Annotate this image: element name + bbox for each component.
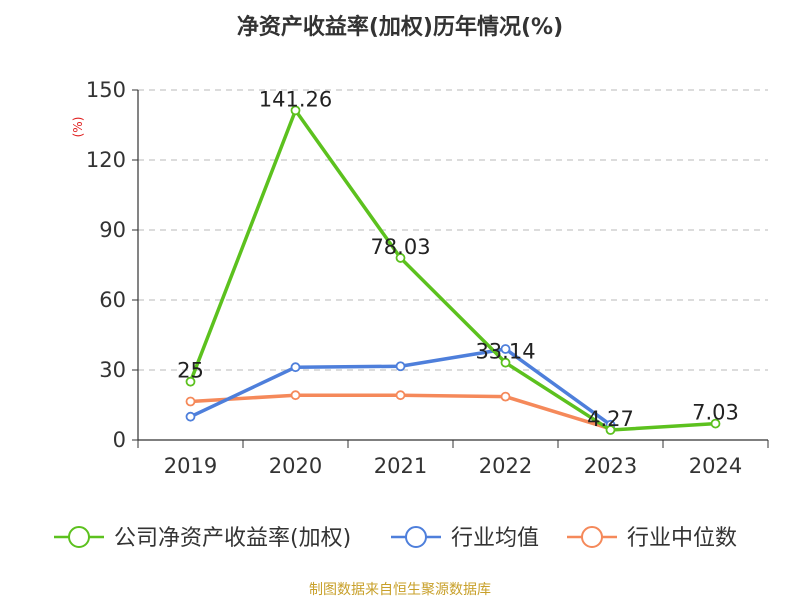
series-line (189, 347, 612, 427)
data-point (500, 357, 511, 368)
data-point (500, 391, 511, 402)
x-tick-label: 2022 (479, 454, 532, 478)
y-tick-label: 30 (99, 358, 126, 382)
source-note: 制图数据来自恒生聚源数据库 (309, 582, 491, 598)
legend-label: 行业均值 (451, 526, 539, 551)
y-tick-label: 120 (86, 148, 126, 172)
grid-lines (138, 89, 768, 371)
legend-item[interactable]: 公司净资产收益率(加权) (54, 526, 351, 551)
data-point (185, 396, 196, 407)
legend: 公司净资产收益率(加权) 行业均值 行业中位数 (54, 526, 737, 551)
data-point (185, 376, 196, 387)
legend-marker (68, 526, 90, 548)
data-point (185, 411, 196, 422)
data-point (290, 362, 301, 373)
y-tick-label: 150 (86, 78, 126, 102)
series-line (190, 393, 612, 431)
series-layer (185, 105, 721, 435)
data-label: 7.03 (692, 401, 739, 425)
axes: 0 30 60 90 120 150 2019 2020 2021 2022 2023 2024 (86, 78, 769, 478)
data-label: 25 (177, 359, 204, 383)
x-tick-label: 2023 (584, 454, 637, 478)
data-labels: 25 141.26 78.03 33.14 4.27 7.03 (177, 87, 739, 431)
data-point (710, 418, 721, 429)
x-tick-label: 2019 (164, 454, 217, 478)
legend-item[interactable]: 行业均值 (391, 526, 539, 551)
series-line (188, 108, 716, 432)
data-point (395, 390, 406, 401)
data-label: 141.26 (259, 87, 332, 111)
data-label: 33.14 (475, 340, 535, 364)
chart-title: 净资产收益率(加权)历年情况(%) (237, 14, 563, 40)
series-1 (185, 344, 616, 430)
series-2 (185, 390, 616, 434)
data-point (290, 390, 301, 401)
y-tick-label: 60 (99, 288, 126, 312)
series-0 (185, 105, 721, 435)
legend-item[interactable]: 行业中位数 (567, 526, 737, 551)
y-axis-label: (%) (71, 117, 85, 138)
y-tick-label: 90 (99, 218, 126, 242)
data-label: 78.03 (370, 235, 430, 259)
legend-marker (405, 526, 427, 548)
data-point (395, 361, 406, 372)
legend-marker (581, 526, 603, 548)
x-tick-label: 2020 (269, 454, 322, 478)
data-point (290, 105, 301, 116)
data-point (500, 344, 511, 354)
y-tick-label: 0 (113, 428, 126, 452)
x-tick-label: 2021 (374, 454, 427, 478)
data-point (605, 425, 616, 435)
legend-label: 行业中位数 (627, 526, 737, 551)
legend-label: 公司净资产收益率(加权) (114, 526, 351, 551)
x-tick-label: 2024 (689, 454, 742, 478)
data-point (395, 253, 406, 263)
data-label: 4.27 (587, 407, 634, 431)
